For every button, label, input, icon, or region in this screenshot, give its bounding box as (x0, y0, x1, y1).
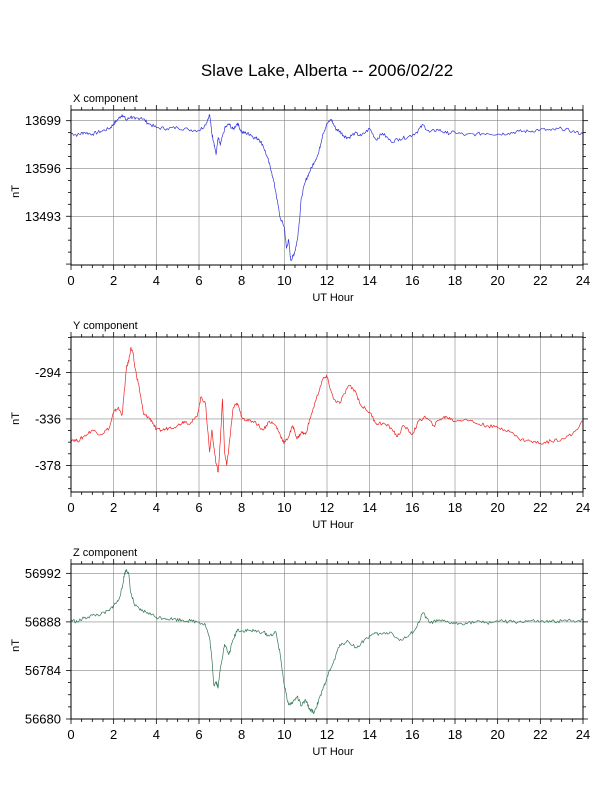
x-tick-label-y-9: 18 (448, 500, 462, 515)
x-tick-label-y-7: 14 (362, 500, 376, 515)
x-tick-label-x-7: 14 (362, 273, 376, 288)
x-tick-label-y-11: 22 (533, 500, 547, 515)
x-tick-label-x-9: 18 (448, 273, 462, 288)
x-tick-label-z-9: 18 (448, 727, 462, 742)
x-tick-label-y-12: 24 (576, 500, 590, 515)
y-tick-label-z-0: 56680 (25, 712, 61, 727)
x-axis-label-z: UT Hour (312, 746, 354, 758)
x-tick-label-x-8: 16 (405, 273, 419, 288)
y-axis-label-y: nT (10, 412, 22, 425)
y-tick-label-y-0: -294 (35, 365, 61, 380)
panel-label-x: X component (73, 93, 138, 105)
x-tick-label-x-5: 10 (277, 273, 291, 288)
x-axis-label-x: UT Hour (312, 292, 354, 304)
x-tick-label-z-12: 24 (576, 727, 590, 742)
x-tick-label-z-3: 6 (195, 727, 202, 742)
y-tick-label-z-3: 56992 (25, 566, 61, 581)
x-tick-label-z-6: 12 (320, 727, 334, 742)
x-tick-label-y-6: 12 (320, 500, 334, 515)
y-tick-label-x-2: 13699 (25, 113, 61, 128)
x-tick-label-y-8: 16 (405, 500, 419, 515)
x-tick-label-y-2: 4 (153, 500, 160, 515)
y-tick-label-z-2: 56888 (25, 614, 61, 629)
y-tick-label-y-1: -336 (35, 411, 61, 426)
panel-z: 0 2 4 6 8 10 12 14 16 18 20 22 245668056784568885699… (10, 547, 590, 758)
x-tick-label-y-5: 10 (277, 500, 291, 515)
y-tick-label-x-1: 13596 (25, 161, 61, 176)
x-tick-label-x-6: 12 (320, 273, 334, 288)
y-axis-label-x: nT (10, 185, 22, 198)
x-tick-label-z-8: 16 (405, 727, 419, 742)
figure-title: Slave Lake, Alberta -- 2006/02/22 (201, 61, 453, 80)
series-line-y (70, 346, 584, 473)
x-tick-label-x-11: 22 (533, 273, 547, 288)
x-tick-label-z-10: 20 (490, 727, 504, 742)
x-axis-label-y: UT Hour (312, 519, 354, 531)
x-tick-label-z-7: 14 (362, 727, 376, 742)
y-tick-label-z-1: 56784 (25, 663, 61, 678)
x-tick-label-x-3: 6 (195, 273, 202, 288)
x-tick-label-z-2: 4 (153, 727, 160, 742)
x-tick-label-z-5: 10 (277, 727, 291, 742)
x-tick-label-z-1: 2 (110, 727, 117, 742)
x-tick-label-x-0: 0 (67, 273, 74, 288)
series-line-x (70, 114, 584, 261)
x-tick-label-x-4: 8 (238, 273, 245, 288)
x-tick-label-x-1: 2 (110, 273, 117, 288)
x-tick-label-z-0: 0 (67, 727, 74, 742)
x-tick-label-y-0: 0 (67, 500, 74, 515)
y-tick-label-y-2: -378 (35, 458, 61, 473)
x-tick-label-x-2: 4 (153, 273, 160, 288)
x-tick-label-z-4: 8 (238, 727, 245, 742)
y-axis-label-z: nT (10, 639, 22, 652)
x-tick-label-x-12: 24 (576, 273, 590, 288)
x-tick-label-y-1: 2 (110, 500, 117, 515)
x-tick-label-x-10: 20 (490, 273, 504, 288)
y-tick-label-x-0: 13493 (25, 209, 61, 224)
x-tick-label-y-4: 8 (238, 500, 245, 515)
series-line-z (70, 569, 584, 715)
x-tick-label-y-3: 6 (195, 500, 202, 515)
panel-label-z: Z component (73, 547, 137, 559)
panel-label-y: Y component (73, 320, 138, 332)
x-tick-label-y-10: 20 (490, 500, 504, 515)
x-tick-label-z-11: 22 (533, 727, 547, 742)
